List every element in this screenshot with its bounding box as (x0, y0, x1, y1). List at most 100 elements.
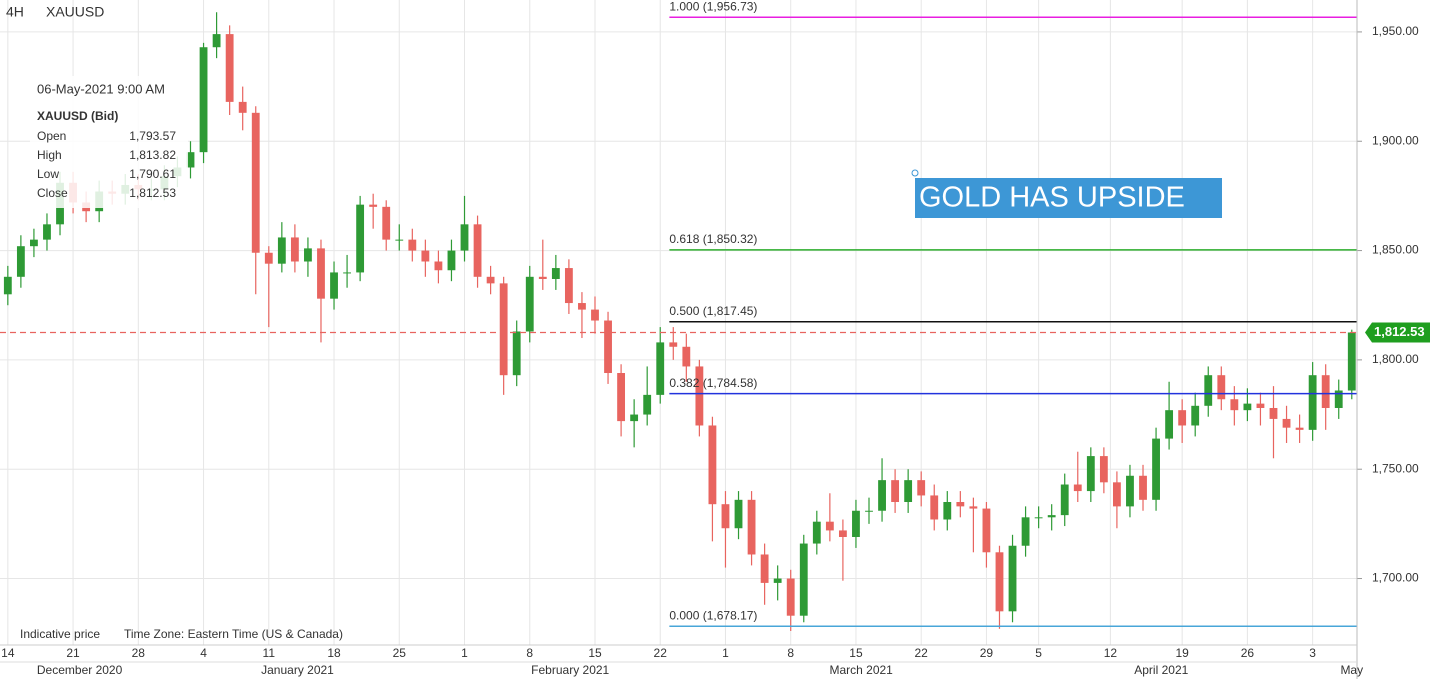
candle-body (30, 239, 38, 247)
candle-body (708, 425, 717, 505)
tooltip-value: 1,790.61 (129, 167, 176, 181)
candle-body (773, 578, 782, 583)
annotation-text: GOLD HAS UPSIDE (919, 182, 1185, 214)
candle-body (1139, 475, 1147, 500)
candle-body (956, 502, 965, 507)
x-tick-label: 22 (654, 646, 668, 660)
candle-body (225, 34, 234, 102)
candle-body (16, 246, 25, 277)
candle-body (1086, 456, 1095, 492)
x-tick-label: 3 (1309, 646, 1316, 660)
x-tick-label: 1 (461, 646, 468, 660)
candle-body (1282, 418, 1291, 428)
interval: 4H (6, 4, 24, 20)
candle-body (760, 554, 769, 583)
candle-body (630, 414, 639, 422)
x-tick-label: 22 (915, 646, 929, 660)
candle-body (1321, 375, 1330, 408)
candle-body (382, 206, 391, 240)
candle-body (878, 480, 886, 511)
candle-body (1060, 484, 1069, 516)
x-tick-label: 11 (263, 646, 276, 660)
candle-body (904, 480, 913, 503)
x-tick-label: 26 (1241, 646, 1255, 660)
fib-label: 0.618 (1,850.32) (669, 232, 757, 246)
candle-body (369, 204, 378, 207)
x-tick-label: 12 (1104, 646, 1118, 660)
month-label: April 2021 (1134, 663, 1188, 677)
candle-body (982, 508, 991, 553)
y-tick-label: 1,950.00 (1372, 24, 1419, 38)
x-tick-label: 28 (132, 646, 146, 660)
candle-body (669, 342, 678, 347)
candle-body (1165, 410, 1174, 439)
candle-body (604, 320, 612, 374)
fib-label: 0.500 (1,817.45) (669, 304, 757, 318)
candle-body (538, 276, 547, 279)
candle-body (3, 276, 12, 295)
candle-body (1191, 405, 1200, 426)
candle-body (1256, 403, 1265, 408)
candle-body (891, 480, 900, 503)
candle-body (434, 261, 443, 271)
candle-body (734, 499, 743, 529)
month-label: January 2021 (261, 663, 334, 677)
tooltip: 06-May-2021 9:00 AM XAUUSD (Bid) Open 1,… (30, 76, 188, 208)
candle-body (408, 239, 417, 251)
candle-body (825, 521, 834, 531)
candle-body (682, 346, 691, 367)
fib-label: 1.000 (1,956.73) (669, 0, 757, 13)
candle-body (721, 504, 730, 529)
fib-label: 0.382 (1,784.58) (669, 376, 757, 390)
candle-body (695, 366, 704, 426)
y-tick-label: 1,900.00 (1372, 133, 1419, 147)
x-tick-label: 25 (393, 646, 407, 660)
candle-body (812, 521, 821, 544)
candle-body (969, 506, 978, 509)
candle-body (1269, 407, 1278, 419)
annotation: GOLD HAS UPSIDE (911, 169, 1222, 218)
candle-body (395, 239, 404, 241)
x-tick-label: 21 (66, 646, 80, 660)
candle-body (1243, 403, 1252, 411)
candle-body (460, 224, 469, 251)
overlay: 1.000 (1,956.73) 0.618 (1,850.32) 0.500 (1… (0, 0, 1357, 628)
candle-body (865, 510, 873, 512)
candle-body (551, 268, 560, 279)
candle-body (1126, 475, 1134, 507)
x-tick-label: 19 (1175, 646, 1189, 660)
candle-body (290, 237, 299, 262)
candle-body (43, 224, 51, 240)
y-tick-label: 1,850.00 (1372, 243, 1419, 257)
candle-body (1021, 517, 1030, 546)
annotation-anchor (911, 169, 919, 177)
candle-body (786, 578, 795, 616)
candle-body (277, 237, 286, 264)
candle-body (356, 204, 365, 273)
candle-body (1347, 332, 1356, 391)
tooltip-value: 1,812.53 (129, 186, 176, 200)
y-tick-label: 1,800.00 (1372, 352, 1419, 366)
x-tick-label: 18 (327, 646, 341, 660)
tooltip-key: Low (37, 167, 59, 181)
candle-body (1334, 390, 1343, 408)
candle-body (343, 272, 351, 274)
candle-body (1008, 545, 1017, 612)
candle-body (421, 250, 430, 262)
candle-body (1073, 484, 1082, 492)
plot (3, 12, 1356, 632)
y-tick-label: 1,750.00 (1372, 461, 1419, 475)
candle-body (1178, 410, 1187, 426)
x-tick-label: 1 (722, 646, 729, 660)
candle-body (212, 34, 221, 48)
tooltip-title: XAUUSD (Bid) (37, 109, 118, 123)
annotation-box (915, 178, 1222, 218)
month-label: February 2021 (531, 663, 609, 677)
x-tick-label: 8 (526, 646, 533, 660)
candle-body (186, 152, 195, 168)
candle-body (656, 342, 665, 395)
candle-body (1113, 482, 1121, 507)
candle-body (617, 373, 626, 422)
month-label: March 2021 (829, 663, 893, 677)
